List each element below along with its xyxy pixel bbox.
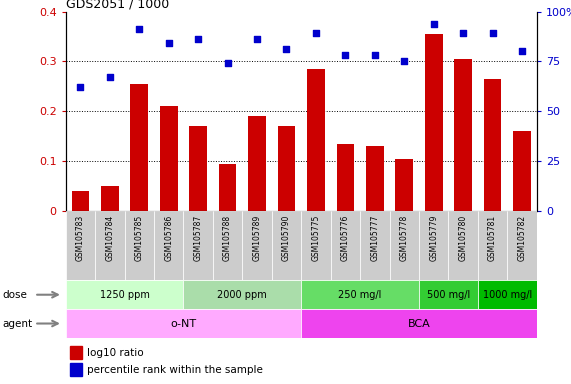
Bar bbox=[301, 211, 331, 280]
Point bbox=[341, 52, 350, 58]
Text: GSM105779: GSM105779 bbox=[429, 215, 438, 261]
Bar bbox=[213, 211, 242, 280]
Point bbox=[223, 60, 232, 66]
Point bbox=[370, 52, 379, 58]
Bar bbox=[183, 280, 301, 309]
Bar bbox=[248, 116, 266, 211]
Bar bbox=[242, 211, 272, 280]
Bar bbox=[507, 211, 537, 280]
Bar bbox=[336, 144, 354, 211]
Bar bbox=[360, 211, 389, 280]
Bar bbox=[95, 211, 124, 280]
Text: BCA: BCA bbox=[408, 318, 431, 329]
Bar bbox=[66, 309, 301, 338]
Text: GSM105788: GSM105788 bbox=[223, 215, 232, 261]
Text: GSM105781: GSM105781 bbox=[488, 215, 497, 261]
Bar bbox=[190, 126, 207, 211]
Text: GSM105785: GSM105785 bbox=[135, 215, 144, 261]
Bar bbox=[130, 84, 148, 211]
Bar bbox=[219, 164, 236, 211]
Point bbox=[517, 48, 526, 55]
Bar bbox=[478, 211, 507, 280]
Bar bbox=[478, 280, 537, 309]
Text: agent: agent bbox=[3, 318, 33, 329]
Bar bbox=[160, 106, 178, 211]
Point bbox=[488, 30, 497, 36]
Text: GSM105790: GSM105790 bbox=[282, 215, 291, 261]
Text: 1250 ppm: 1250 ppm bbox=[99, 290, 150, 300]
Bar bbox=[484, 79, 501, 211]
Text: 500 mg/l: 500 mg/l bbox=[427, 290, 470, 300]
Point bbox=[164, 40, 173, 46]
Bar bbox=[301, 309, 537, 338]
Text: 2000 ppm: 2000 ppm bbox=[218, 290, 267, 300]
Point bbox=[311, 30, 320, 36]
Text: 250 mg/l: 250 mg/l bbox=[339, 290, 382, 300]
Text: GSM105784: GSM105784 bbox=[105, 215, 114, 261]
Text: GSM105777: GSM105777 bbox=[371, 215, 379, 261]
Bar bbox=[70, 346, 82, 359]
Bar bbox=[71, 191, 89, 211]
Text: GSM105782: GSM105782 bbox=[517, 215, 526, 261]
Bar bbox=[448, 211, 478, 280]
Point bbox=[400, 58, 409, 65]
Bar bbox=[272, 211, 301, 280]
Bar bbox=[331, 211, 360, 280]
Bar bbox=[183, 211, 213, 280]
Text: o-NT: o-NT bbox=[170, 318, 196, 329]
Bar bbox=[124, 211, 154, 280]
Text: GSM105786: GSM105786 bbox=[164, 215, 173, 261]
Point bbox=[76, 84, 85, 91]
Bar bbox=[70, 363, 82, 376]
Bar bbox=[101, 186, 119, 211]
Text: dose: dose bbox=[3, 290, 28, 300]
Text: percentile rank within the sample: percentile rank within the sample bbox=[87, 365, 263, 375]
Point bbox=[105, 74, 114, 81]
Bar bbox=[389, 211, 419, 280]
Bar bbox=[513, 131, 531, 211]
Bar bbox=[154, 211, 183, 280]
Point bbox=[135, 26, 144, 33]
Text: GSM105783: GSM105783 bbox=[76, 215, 85, 261]
Text: GDS2051 / 1000: GDS2051 / 1000 bbox=[66, 0, 169, 10]
Text: GSM105776: GSM105776 bbox=[341, 215, 350, 261]
Point bbox=[459, 30, 468, 36]
Bar bbox=[366, 146, 384, 211]
Bar bbox=[395, 159, 413, 211]
Bar bbox=[419, 280, 478, 309]
Point bbox=[429, 20, 439, 26]
Bar bbox=[66, 211, 95, 280]
Bar bbox=[278, 126, 295, 211]
Text: log10 ratio: log10 ratio bbox=[87, 348, 143, 358]
Text: GSM105789: GSM105789 bbox=[252, 215, 262, 261]
Bar bbox=[66, 280, 183, 309]
Text: GSM105787: GSM105787 bbox=[194, 215, 203, 261]
Bar bbox=[425, 34, 443, 211]
Bar bbox=[307, 69, 325, 211]
Bar bbox=[301, 280, 419, 309]
Bar bbox=[455, 59, 472, 211]
Text: GSM105778: GSM105778 bbox=[400, 215, 409, 261]
Point bbox=[252, 36, 262, 43]
Text: GSM105775: GSM105775 bbox=[311, 215, 320, 261]
Text: GSM105780: GSM105780 bbox=[459, 215, 468, 261]
Text: 1000 mg/l: 1000 mg/l bbox=[482, 290, 532, 300]
Point bbox=[194, 36, 203, 43]
Point bbox=[282, 46, 291, 53]
Bar bbox=[419, 211, 448, 280]
